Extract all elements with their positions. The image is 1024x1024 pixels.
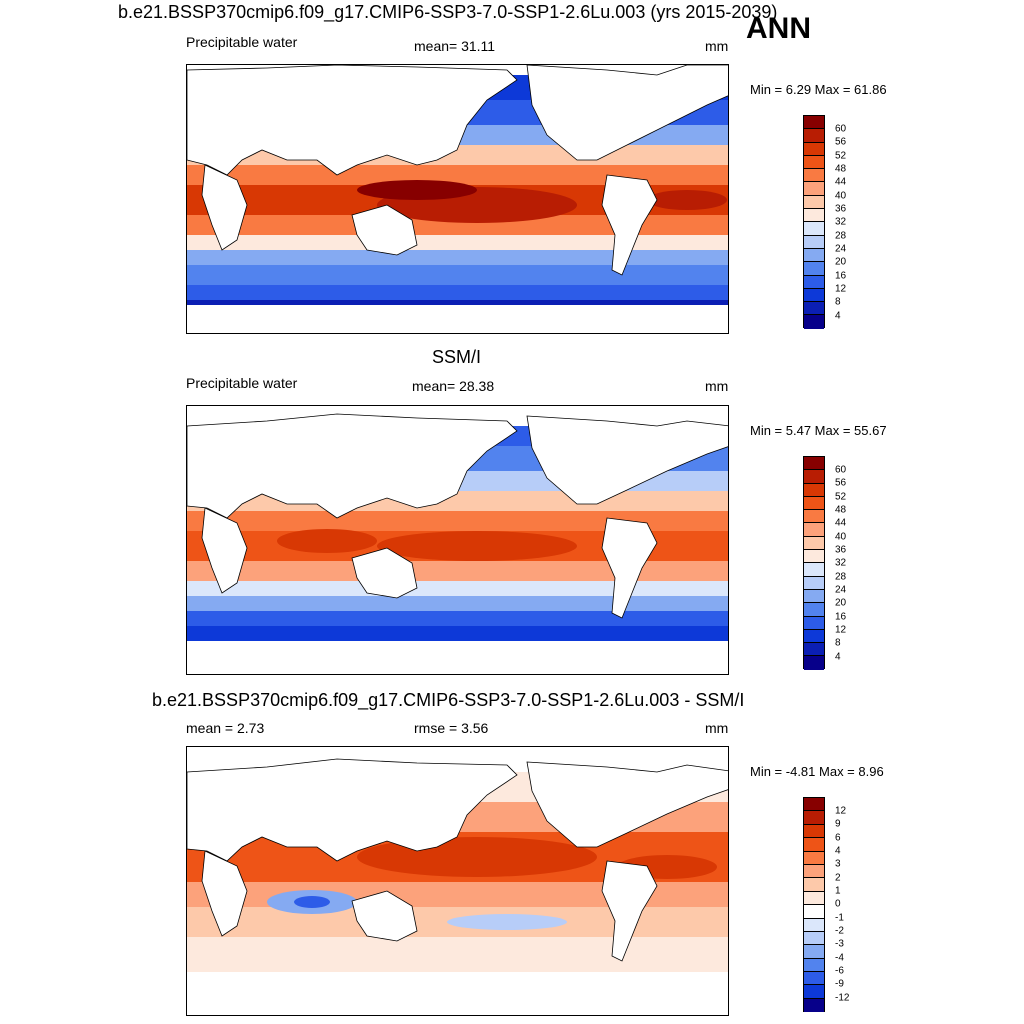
panel2-colorbar-tick: 36 [835, 544, 847, 556]
panel2-colorbar-tick: 12 [835, 624, 847, 636]
panel2-colorbar-tick: 52 [835, 491, 847, 503]
panel1-colorbar-tick: 40 [835, 190, 847, 202]
panel2-colorbar-tick: 4 [835, 651, 841, 663]
panel2-colorbar-tick: 56 [835, 477, 847, 489]
panel3-colorbar-tick: -12 [835, 992, 850, 1004]
panel3-colorbar [803, 797, 825, 1013]
panel2-title: SSM/I [432, 347, 482, 367]
panel3-colorbar-tick: 9 [835, 818, 841, 830]
panel3-map [186, 746, 729, 1016]
panel3-colorbar-tick: 0 [835, 898, 841, 910]
panel1-mean-label: mean= 31.11 [414, 38, 496, 54]
panel1-colorbar-tick: 8 [835, 296, 841, 308]
panel1-colorbar-tick: 60 [835, 123, 847, 135]
panel1-colorbar-tick: 56 [835, 136, 847, 148]
panel1-colorbar-tick: 44 [835, 176, 847, 188]
panel3-colorbar-tick: 3 [835, 858, 841, 870]
panel3-colorbar-tick: -4 [835, 952, 844, 964]
panel1-colorbar-tick: 4 [835, 310, 841, 322]
panel1-minmax-label: Min = 6.29 Max = 61.86 [750, 82, 887, 97]
panel3-mean-label: mean = 2.73 [186, 720, 265, 736]
panel2-mean-label: mean= 28.38 [412, 378, 495, 394]
panel3-colorbar-tick: -3 [835, 938, 844, 950]
panel2-colorbar-tick: 8 [835, 637, 841, 649]
panel2-colorbar-tick: 32 [835, 557, 847, 569]
panel1-colorbar-tick: 52 [835, 150, 847, 162]
panel1-colorbar-tick: 28 [835, 230, 847, 242]
panel3-colorbar-tick: -1 [835, 912, 844, 924]
panel2-colorbar-tick: 24 [835, 584, 847, 596]
panel1-colorbar [803, 115, 825, 329]
panel2-colorbar-tick: 16 [835, 611, 847, 623]
panel1-units-label: mm [705, 38, 729, 54]
panel2-colorbar [803, 456, 825, 670]
panel3-colorbar-tick: 1 [835, 885, 841, 897]
panel1-colorbar-tick: 12 [835, 283, 847, 295]
panel3-title: b.e21.BSSP370cmip6.f09_g17.CMIP6-SSP3-7.… [152, 690, 745, 710]
panel1-map [186, 64, 729, 334]
panel1-colorbar-tick: 24 [835, 243, 847, 255]
panel3-colorbar-tick: -2 [835, 925, 844, 937]
panel1-colorbar-tick: 36 [835, 203, 847, 215]
panel2-colorbar-tick: 20 [835, 597, 847, 609]
panel3-colorbar-tick: -9 [835, 978, 844, 990]
panel3-colorbar-tick: -6 [835, 965, 844, 977]
panel2-variable-label: Precipitable water [186, 375, 298, 391]
panel3-colorbar-tick: 2 [835, 872, 841, 884]
panel2-colorbar-tick: 60 [835, 464, 847, 476]
panel1-colorbar-tick: 20 [835, 256, 847, 268]
panel2-map [186, 405, 729, 675]
panel1-variable-label: Precipitable water [186, 34, 298, 50]
panel1-colorbar-tick: 16 [835, 270, 847, 282]
panel1-colorbar-tick: 32 [835, 216, 847, 228]
panel3-colorbar-tick: 4 [835, 845, 841, 857]
panel3-colorbar-tick: 6 [835, 832, 841, 844]
panel2-colorbar-tick: 40 [835, 531, 847, 543]
panel3-units-label: mm [705, 720, 729, 736]
panel1-title: b.e21.BSSP370cmip6.f09_g17.CMIP6-SSP3-7.… [118, 2, 778, 22]
panel2-units-label: mm [705, 378, 729, 394]
panel1-colorbar-tick: 48 [835, 163, 847, 175]
season-label: ANN [746, 12, 811, 45]
panel2-colorbar-tick: 28 [835, 571, 847, 583]
panel3-rmse-label: rmse = 3.56 [414, 720, 489, 736]
panel2-colorbar-tick: 48 [835, 504, 847, 516]
panel3-minmax-label: Min = -4.81 Max = 8.96 [750, 764, 884, 779]
panel2-colorbar-tick: 44 [835, 517, 847, 529]
panel2-minmax-label: Min = 5.47 Max = 55.67 [750, 423, 887, 438]
panel3-colorbar-tick: 12 [835, 805, 847, 817]
